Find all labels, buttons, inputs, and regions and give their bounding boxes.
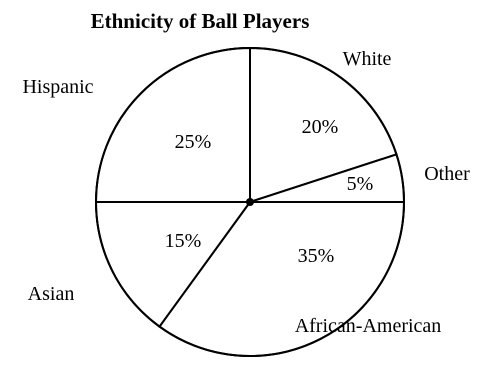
slice-value-label-asian: 15% [165, 230, 202, 252]
slice-name-label-white: White [343, 48, 392, 70]
slice-name-label-other: Other [424, 163, 470, 185]
slice-name-label-asian: Asian [28, 283, 75, 305]
slice-name-label-african-american: African-American [295, 315, 442, 337]
pie-outline [95, 47, 405, 357]
slice-value-label-white: 20% [302, 116, 339, 138]
slice-value-label-hispanic: 25% [175, 131, 212, 153]
slice-value-label-other: 5% [347, 173, 374, 195]
slice-name-label-hispanic: Hispanic [22, 76, 93, 98]
pie-slice-hispanic [94, 46, 251, 203]
chart-title: Ethnicity of Ball Players [91, 9, 310, 33]
labels-layer: 20% White 5% Other 35% African-American 15% Asi… [22, 48, 470, 337]
pie-center-dot [246, 198, 254, 206]
slice-value-label-african-american: 35% [298, 245, 335, 267]
